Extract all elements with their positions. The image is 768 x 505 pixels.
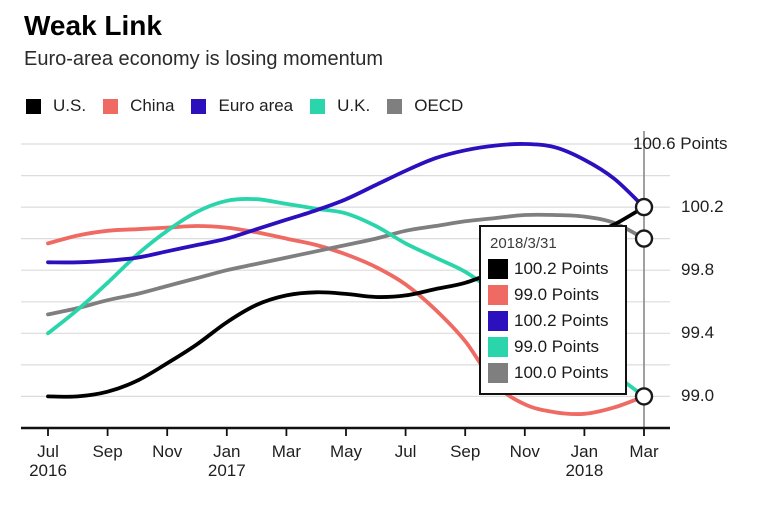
tooltip-row-oecd: 100.0 Points bbox=[488, 360, 625, 386]
tooltip-swatch-icon bbox=[488, 285, 508, 305]
tooltip-value: 100.0 Points bbox=[514, 363, 609, 382]
legend-item-euro_area[interactable]: Euro area bbox=[191, 96, 293, 116]
x-axis-label: Sep bbox=[92, 442, 123, 461]
tooltip-date: 2018/3/31 bbox=[490, 235, 557, 252]
legend-swatch-icon bbox=[26, 98, 41, 114]
tooltip-value: 100.2 Points bbox=[514, 311, 609, 330]
legend-swatch-icon bbox=[387, 98, 403, 114]
tooltip-rows: 100.2 Points 99.0 Points 100.2 Points 99.0 … bbox=[481, 256, 625, 386]
legend-item-us[interactable]: U.S. bbox=[26, 96, 86, 116]
x-axis-label: Jan 2017 bbox=[207, 442, 246, 480]
legend-swatch-icon bbox=[103, 98, 119, 114]
x-axis-label: Sep bbox=[450, 442, 481, 461]
tooltip-value: 99.0 Points bbox=[514, 285, 600, 304]
x-axis-year-label: 2016 bbox=[29, 461, 67, 480]
x-axis-label: Nov bbox=[152, 442, 183, 461]
tooltip-swatch-icon bbox=[488, 363, 508, 383]
legend-label: U.S. bbox=[53, 96, 87, 115]
x-axis-label: Jul bbox=[394, 442, 417, 461]
tooltip-row-uk: 99.0 Points bbox=[488, 334, 625, 360]
tooltip-swatch-icon bbox=[488, 311, 508, 331]
legend-swatch-icon bbox=[191, 98, 207, 114]
y-axis-label: 100.6 Points bbox=[633, 134, 728, 153]
legend-label: China bbox=[130, 96, 175, 115]
chart-title: Weak Link bbox=[24, 10, 162, 41]
legend-item-china[interactable]: China bbox=[103, 96, 174, 116]
tooltip-row-china: 99.0 Points bbox=[488, 282, 625, 308]
y-axis-label: 99.0 bbox=[681, 386, 715, 405]
series-line-euro_area[interactable] bbox=[46, 142, 646, 265]
legend-label: U.K. bbox=[337, 96, 371, 115]
tooltip-value: 100.2 Points bbox=[514, 259, 609, 278]
tooltip-row-euro_area: 100.2 Points bbox=[488, 308, 625, 334]
series-line-china[interactable] bbox=[46, 224, 646, 416]
legend-item-oecd[interactable]: OECD bbox=[387, 96, 463, 116]
x-axis-label: Mar bbox=[629, 442, 659, 461]
hover-marker[interactable] bbox=[634, 387, 654, 406]
tooltip-swatch-icon bbox=[488, 259, 508, 279]
series-line-oecd[interactable] bbox=[46, 212, 646, 317]
y-axis-label: 99.4 bbox=[681, 323, 715, 342]
x-axis-year-label: 2017 bbox=[207, 461, 246, 480]
x-axis-year-label: 2018 bbox=[565, 461, 604, 480]
chart-subtitle: Euro-area economy is losing momentum bbox=[24, 48, 384, 70]
x-axis-label: Jan 2018 bbox=[565, 442, 604, 480]
y-axis-label: 100.2 bbox=[681, 197, 724, 216]
x-axis-label: Mar bbox=[271, 442, 302, 461]
x-axis-label: May bbox=[329, 442, 363, 461]
tooltip-row-us: 100.2 Points bbox=[488, 256, 625, 282]
legend-label: Euro area bbox=[218, 96, 294, 115]
x-axis-label: Nov bbox=[509, 442, 540, 461]
hover-marker[interactable] bbox=[634, 197, 654, 217]
hover-marker[interactable] bbox=[634, 229, 654, 248]
y-axis-label: 99.8 bbox=[681, 260, 715, 279]
x-axis-label: Jul 2016 bbox=[29, 442, 67, 480]
tooltip: 2018/3/31 100.2 Points 99.0 Points 100.2 P… bbox=[479, 225, 627, 395]
tooltip-value: 99.0 Points bbox=[514, 337, 600, 356]
legend: U.S. China Euro area U.K. OECD bbox=[26, 96, 463, 116]
legend-item-uk[interactable]: U.K. bbox=[310, 96, 370, 116]
legend-label: OECD bbox=[414, 96, 464, 115]
legend-swatch-icon bbox=[310, 98, 326, 114]
tooltip-swatch-icon bbox=[488, 337, 508, 357]
